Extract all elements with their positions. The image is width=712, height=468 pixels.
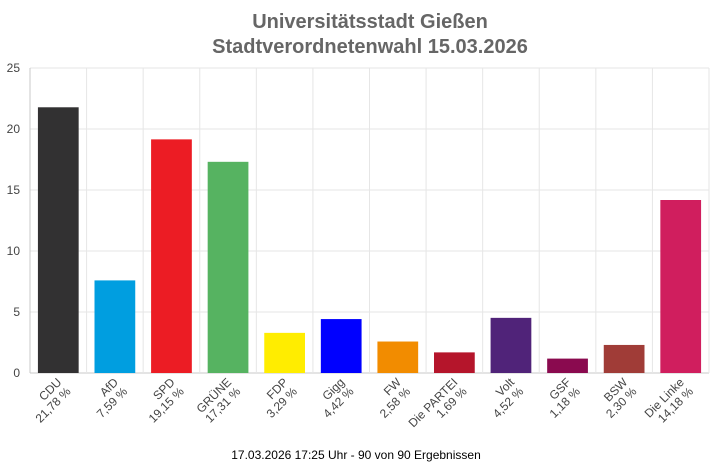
y-tick-label: 15 <box>7 183 21 197</box>
bar <box>660 200 702 373</box>
bar <box>490 317 532 373</box>
y-axis: 0 5 10 15 20 25 <box>7 61 21 380</box>
y-tick-label: 0 <box>13 366 20 380</box>
bar <box>547 358 588 373</box>
y-tick-label: 10 <box>7 244 21 258</box>
chart-title-line-1: Universitätsstadt Gießen <box>252 11 488 33</box>
bar <box>320 319 362 373</box>
results-footer: 17.03.2026 17:25 Uhr - 90 von 90 Ergebni… <box>231 448 481 462</box>
gridlines <box>29 67 710 374</box>
y-tick-label: 5 <box>13 305 20 319</box>
bar <box>207 161 249 373</box>
bar <box>603 344 645 373</box>
bar <box>37 107 79 373</box>
bar <box>94 280 136 373</box>
bar <box>151 139 192 373</box>
y-tick-label: 20 <box>7 122 21 136</box>
bar <box>264 332 305 373</box>
bar <box>434 352 475 373</box>
bar <box>377 341 419 373</box>
x-category-label: FW2,58 % <box>377 375 414 421</box>
y-tick-label: 25 <box>7 61 21 75</box>
bars <box>37 107 702 373</box>
chart-title-line-2: Stadtverordnetenwahl 15.03.2026 <box>212 36 528 58</box>
